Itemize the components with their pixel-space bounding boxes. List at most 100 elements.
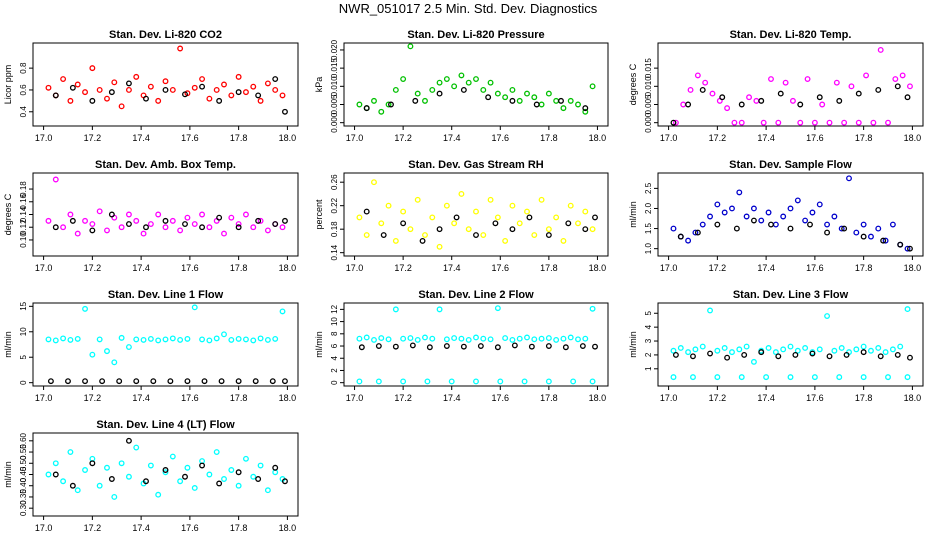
data-point-main xyxy=(502,94,509,101)
data-point-main xyxy=(82,217,88,224)
data-point-main xyxy=(853,229,860,236)
data-point-main xyxy=(264,80,271,87)
y-tick-label: 0.26 xyxy=(330,174,339,190)
data-point-main xyxy=(729,349,735,356)
data-point-main xyxy=(436,243,443,250)
data-point-main xyxy=(169,335,176,342)
data-point-black xyxy=(477,343,484,349)
data-point-main xyxy=(257,217,264,224)
data-point-main xyxy=(133,444,140,451)
data-point-main xyxy=(685,237,692,244)
data-point-main xyxy=(502,237,509,244)
data-point-main xyxy=(545,335,552,342)
data-point-black xyxy=(907,245,913,252)
x-tick-label: 17.8 xyxy=(855,393,873,403)
data-point-main xyxy=(257,335,264,342)
data-point-main xyxy=(758,217,765,224)
data-point-black xyxy=(685,101,692,108)
data-point-main xyxy=(45,471,52,478)
x-tick-label: 17.4 xyxy=(757,133,775,143)
data-point-main xyxy=(780,213,787,220)
y-tick-label: 2 xyxy=(644,352,653,357)
data-point-baseline xyxy=(836,374,843,381)
y-tick-label: 0.18 xyxy=(330,221,339,237)
data-point-main xyxy=(509,336,516,343)
data-point-main xyxy=(714,201,721,208)
data-point-baseline xyxy=(738,374,745,381)
data-point-black xyxy=(252,378,259,385)
data-point-main xyxy=(422,97,428,104)
data-point-black xyxy=(750,217,757,224)
y-tick-label: 1.5 xyxy=(644,222,653,234)
data-point-black xyxy=(89,227,96,234)
points-group xyxy=(45,304,288,385)
data-point-main xyxy=(429,87,436,93)
y-tick-label: 0.50 xyxy=(19,455,28,471)
data-point-main xyxy=(221,476,227,482)
data-point-main xyxy=(509,202,516,209)
chart-panel-3: Stan. Dev. Amb. Box Temp. degrees C 17.0 17… xyxy=(3,159,299,273)
data-point-baseline xyxy=(497,378,504,385)
points-group xyxy=(45,45,288,115)
data-point-main xyxy=(118,460,125,467)
data-point-main xyxy=(191,221,198,227)
data-point-main xyxy=(378,335,385,342)
x-tick-label: 17.2 xyxy=(709,393,727,403)
data-point-black xyxy=(841,225,848,232)
x-tick-label: 17.0 xyxy=(35,263,53,273)
data-point-main xyxy=(553,336,560,343)
data-point-main xyxy=(118,103,125,110)
chart-panel-0: Stan. Dev. Li-820 CO2 Licor ppm 17.0 17.2 17… xyxy=(3,29,299,143)
data-point-main xyxy=(826,119,833,126)
chart-title: Stan. Dev. Line 1 Flow xyxy=(108,289,224,301)
data-point-black xyxy=(235,89,242,96)
y-tick-label: 0.14 xyxy=(330,244,339,260)
data-point-main xyxy=(45,84,52,91)
data-point-main xyxy=(250,224,257,231)
data-point-main xyxy=(487,336,494,343)
data-point-black xyxy=(460,343,467,350)
chart-title: Stan. Dev. Line 2 Flow xyxy=(418,289,534,301)
data-point-black xyxy=(699,87,706,93)
data-point-main xyxy=(846,175,852,182)
data-point-main xyxy=(750,358,757,365)
x-tick-label: 17.4 xyxy=(443,393,461,403)
data-point-main xyxy=(378,220,385,227)
data-point-main xyxy=(414,196,421,203)
y-axis-label: degrees C xyxy=(3,193,13,235)
data-point-black xyxy=(255,92,262,99)
data-point-main xyxy=(892,76,899,82)
data-point-main xyxy=(575,220,581,227)
y-tick-label: 4 xyxy=(330,355,339,360)
data-point-main xyxy=(213,449,220,455)
data-point-main xyxy=(531,232,538,239)
data-point-main xyxy=(118,224,125,231)
data-point-black xyxy=(400,220,407,227)
data-point-main xyxy=(385,101,392,108)
x-tick-label: 17.0 xyxy=(660,393,678,403)
data-point-main xyxy=(765,209,772,216)
data-point-main xyxy=(363,232,370,239)
y-tick-label: 1 xyxy=(644,366,653,371)
x-tick-label: 18.0 xyxy=(589,393,607,403)
data-point-main xyxy=(753,97,760,104)
data-point-main xyxy=(502,335,509,342)
data-point-black xyxy=(162,87,169,93)
data-point-main xyxy=(184,214,191,221)
data-point-main xyxy=(104,348,110,355)
data-point-main xyxy=(74,487,81,494)
data-point-black xyxy=(282,108,288,115)
data-point-main xyxy=(473,76,479,82)
data-point-main xyxy=(677,345,684,351)
data-point-main xyxy=(899,72,906,79)
data-point-black xyxy=(182,91,188,98)
data-point-main xyxy=(729,205,735,212)
data-point-black xyxy=(125,437,132,444)
data-point-main xyxy=(589,226,596,233)
data-point-main xyxy=(451,83,458,90)
chart-panel-6: Stan. Dev. Line 1 Flow ml/min 17.0 17.2 17.4… xyxy=(3,289,299,403)
x-tick-label: 18.0 xyxy=(904,133,922,143)
x-tick-label: 17.2 xyxy=(84,133,102,143)
plot-frame xyxy=(657,172,924,257)
data-point-black xyxy=(809,350,816,357)
